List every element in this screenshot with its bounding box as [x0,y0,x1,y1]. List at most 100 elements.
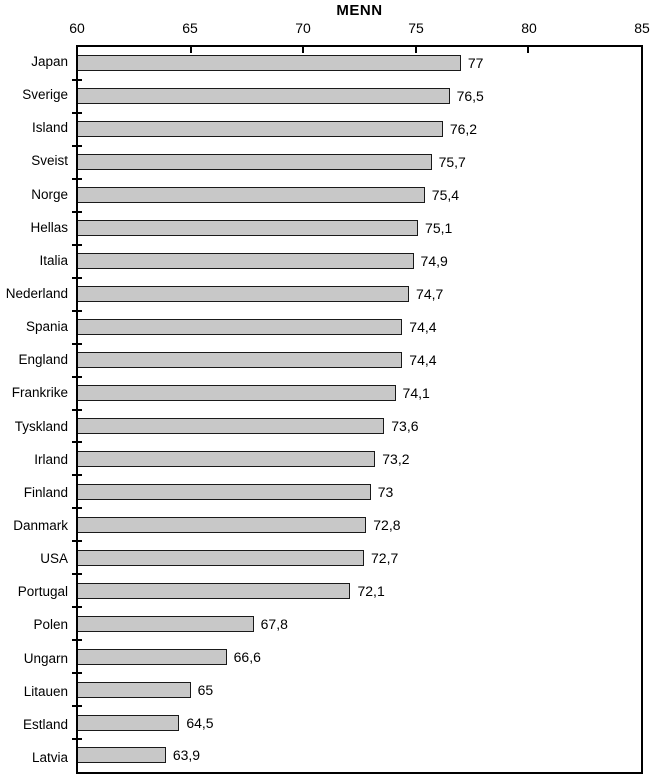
category-label: Latvia [31,750,68,766]
value-label: 74,4 [409,319,437,336]
category-axis-tick [72,243,82,246]
bar [78,747,166,764]
category-axis-tick [72,540,82,543]
category-label: Italia [39,252,68,268]
bar [78,352,403,369]
bar [78,154,432,171]
bar [78,582,351,599]
bar [78,450,376,467]
category-label: Estland [22,716,68,732]
value-label: 66,6 [233,648,261,665]
category-label: Portugal [17,584,68,600]
x-tick-label: 60 [69,20,85,36]
category-label: Irland [34,451,68,467]
bar [78,417,385,434]
bar [78,549,364,566]
value-label: 72,7 [371,549,399,566]
category-axis-labels: Japan Sverige Island Sveist Norge Hellas Itali… [0,45,68,774]
category-label: Tyskland [14,418,68,434]
value-label: 73,2 [382,450,410,467]
value-label: 74,4 [409,352,437,369]
value-label: 74,1 [402,385,430,401]
bar [78,681,191,698]
category-axis-tick [72,507,82,510]
bar [78,220,419,237]
value-label: 65 [197,681,214,698]
bar [78,187,425,204]
bar [78,121,443,138]
value-label: 72,8 [373,516,401,533]
category-axis-tick [72,474,82,477]
x-tick-label: 70 [295,20,311,36]
category-label: Spania [25,319,68,335]
category-label: Ungarn [23,650,68,666]
bar-row: 74,4 [78,344,641,377]
bar-row: 64,5 [78,706,641,739]
bar-row: 73 [78,475,641,508]
x-axis-tick [527,47,530,53]
x-axis-labels: 60 65 70 75 80 85 [69,20,650,38]
x-tick-label: 80 [521,20,537,36]
bar-row: 77 [78,47,641,80]
category-label: Sverige [22,87,68,103]
category-axis-tick [72,375,82,378]
category-axis-tick [72,738,82,741]
category-axis-tick [72,705,82,708]
value-label: 63,9 [172,747,201,764]
category-axis-tick [72,342,82,345]
bar-row: 67,8 [78,607,641,640]
bar-row: 72,1 [78,574,641,607]
x-axis-tick [414,47,417,53]
category-axis-tick [72,639,82,642]
bar [78,385,396,401]
bar-row: 75,4 [78,179,641,212]
value-label: 67,8 [260,615,288,632]
bar [78,483,371,500]
category-axis-tick [72,309,82,312]
value-label: 75,1 [425,220,453,237]
bar-row: 63,9 [78,739,641,772]
category-label: Polen [33,617,68,633]
bar-row: 76,5 [78,80,641,113]
x-axis-tick [302,47,305,53]
value-label: 74,7 [416,286,444,303]
category-axis-tick [72,408,82,411]
category-label: Hellas [30,219,68,235]
x-axis-tick [189,47,192,53]
bar-row: 74,4 [78,311,641,344]
x-tick-label: 75 [408,20,424,36]
bar [78,253,414,270]
value-label: 64,5 [186,714,214,731]
category-label: Finland [23,484,68,500]
category-axis-tick [72,144,82,147]
category-axis-tick [72,606,82,609]
value-label: 75,4 [431,187,460,204]
category-label: Sveist [31,153,68,169]
value-label: 74,9 [420,253,448,270]
x-tick-label: 65 [182,20,198,36]
bar [78,615,254,632]
category-label: USA [40,551,68,567]
value-label: 72,1 [357,582,385,599]
category-axis-tick [72,573,82,576]
bar [78,286,410,303]
value-label: 73 [377,483,394,500]
bar [78,516,367,533]
bar-rows: 77 76,5 76,2 75,7 75,4 75,1 74,9 74,7 74,4 74,4 74… [78,47,641,772]
bar-row: 72,8 [78,508,641,541]
category-label: Island [31,120,68,136]
category-label: England [18,352,68,368]
bar-row: 76,2 [78,113,641,146]
bar-row: 74,1 [78,377,641,410]
category-label: Danmark [13,518,68,534]
category-axis-tick [72,177,82,180]
category-axis-tick [72,210,82,213]
bar-row: 75,7 [78,146,641,179]
value-label: 77 [467,55,484,72]
category-axis-tick [72,111,82,114]
chart-title: MENN [336,2,383,19]
bar-row: 74,9 [78,245,641,278]
value-label: 76,2 [449,121,478,138]
category-axis-tick [72,672,82,675]
